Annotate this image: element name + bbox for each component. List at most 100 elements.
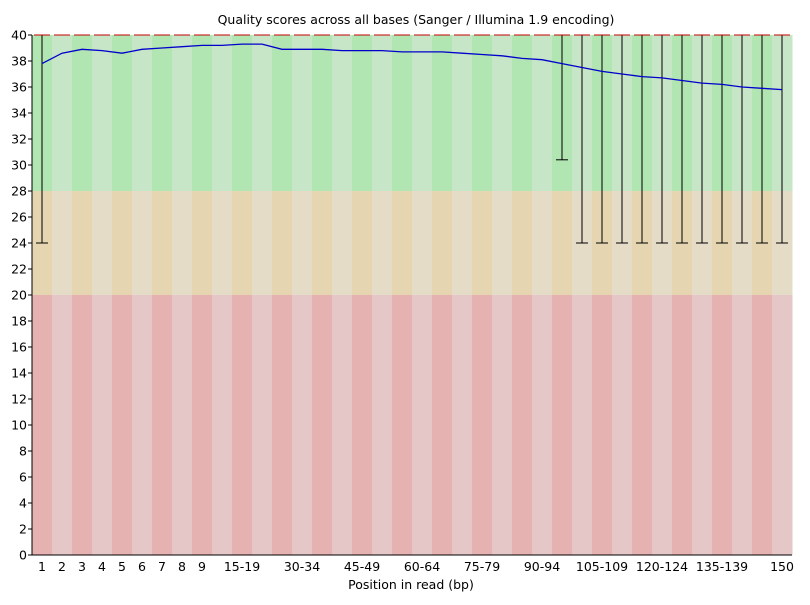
zone-good-band: [212, 35, 233, 191]
y-tick-label: 18: [11, 314, 27, 329]
zone-poor-band: [492, 295, 513, 555]
zone-poor-band: [252, 295, 273, 555]
zone-poor-band: [132, 295, 153, 555]
zone-poor-band: [232, 295, 253, 555]
zone-good-band: [192, 35, 213, 191]
zone-poor-band: [192, 295, 213, 555]
zone-poor-band: [72, 295, 93, 555]
zone-good-band: [392, 35, 413, 191]
zone-good-band: [172, 35, 193, 191]
x-axis-label: Position in read (bp): [348, 577, 474, 592]
y-tick-label: 36: [11, 80, 27, 95]
y-tick-label: 30: [11, 158, 27, 173]
x-tick-label: 4: [98, 559, 106, 574]
zone-poor-band: [212, 295, 233, 555]
zone-reasonable-band: [72, 191, 93, 295]
zone-poor-band: [292, 295, 313, 555]
zone-poor-band: [572, 295, 593, 555]
zone-good-band: [92, 35, 113, 191]
zone-reasonable-band: [312, 191, 333, 295]
zone-good-band: [152, 35, 173, 191]
zone-good-band: [492, 35, 513, 191]
zone-poor-band: [512, 295, 533, 555]
zone-poor-band: [632, 295, 653, 555]
y-tick-label: 38: [11, 54, 27, 69]
zone-poor-band: [152, 295, 173, 555]
x-tick-label: 75-79: [464, 559, 500, 574]
zone-poor-band: [312, 295, 333, 555]
y-tick-label: 20: [11, 288, 27, 303]
zone-poor-band: [112, 295, 133, 555]
zone-good-band: [332, 35, 353, 191]
x-tick-label: 9: [198, 559, 206, 574]
y-tick-label: 4: [19, 496, 27, 511]
zone-poor-band: [752, 295, 773, 555]
zone-reasonable-band: [392, 191, 413, 295]
zone-reasonable-band: [132, 191, 153, 295]
y-tick-label: 14: [11, 366, 27, 381]
y-tick-label: 26: [11, 210, 27, 225]
zone-reasonable-band: [272, 191, 293, 295]
x-tick-label: 135-139: [696, 559, 748, 574]
x-tick-label: 7: [158, 559, 166, 574]
x-tick-label: 8: [178, 559, 186, 574]
y-tick-label: 16: [11, 340, 27, 355]
zone-good-band: [312, 35, 333, 191]
zone-reasonable-band: [452, 191, 473, 295]
zone-poor-band: [692, 295, 713, 555]
y-tick-label: 12: [11, 392, 27, 407]
chart-title: Quality scores across all bases (Sanger …: [218, 12, 615, 27]
zone-good-band: [472, 35, 493, 191]
zone-poor-band: [452, 295, 473, 555]
zone-poor-band: [432, 295, 453, 555]
zone-good-band: [512, 35, 533, 191]
zone-poor-band: [372, 295, 393, 555]
y-tick-label: 34: [11, 106, 27, 121]
zone-reasonable-band: [252, 191, 273, 295]
zone-good-band: [412, 35, 433, 191]
zone-poor-band: [732, 295, 753, 555]
x-tick-label: 60-64: [404, 559, 440, 574]
x-tick-label: 3: [78, 559, 86, 574]
zone-reasonable-band: [512, 191, 533, 295]
x-tick-label: 105-109: [576, 559, 628, 574]
zone-reasonable-band: [412, 191, 433, 295]
zone-reasonable-band: [152, 191, 173, 295]
zone-reasonable-band: [292, 191, 313, 295]
y-tick-label: 2: [19, 522, 27, 537]
zone-reasonable-band: [192, 191, 213, 295]
zone-poor-band: [652, 295, 673, 555]
mean-line: [41, 43, 783, 91]
y-tick-label: 0: [19, 548, 27, 563]
zone-poor-band: [172, 295, 193, 555]
zone-poor-band: [332, 295, 353, 555]
x-tick-label: 150: [770, 559, 794, 574]
zone-reasonable-band: [112, 191, 133, 295]
zone-poor-band: [712, 295, 733, 555]
mean-line-series: [41, 43, 783, 91]
x-tick-label: 45-49: [344, 559, 380, 574]
zone-good-band: [532, 35, 553, 191]
zone-poor-band: [592, 295, 613, 555]
zone-good-band: [352, 35, 373, 191]
zone-poor-band: [52, 295, 73, 555]
zone-good-band: [112, 35, 133, 191]
zone-poor-band: [772, 295, 793, 555]
zone-reasonable-band: [92, 191, 113, 295]
y-tick-label: 40: [11, 28, 27, 43]
zone-poor-band: [272, 295, 293, 555]
zone-reasonable-band: [352, 191, 373, 295]
zone-reasonable-band: [332, 191, 353, 295]
zone-poor-band: [352, 295, 373, 555]
zone-poor-band: [92, 295, 113, 555]
zone-poor-band: [532, 295, 553, 555]
zone-reasonable-band: [372, 191, 393, 295]
zone-good-band: [132, 35, 153, 191]
zone-poor-band: [672, 295, 693, 555]
zone-good-band: [252, 35, 273, 191]
zone-good-band: [432, 35, 453, 191]
zone-good-band: [292, 35, 313, 191]
zone-good-band: [232, 35, 253, 191]
